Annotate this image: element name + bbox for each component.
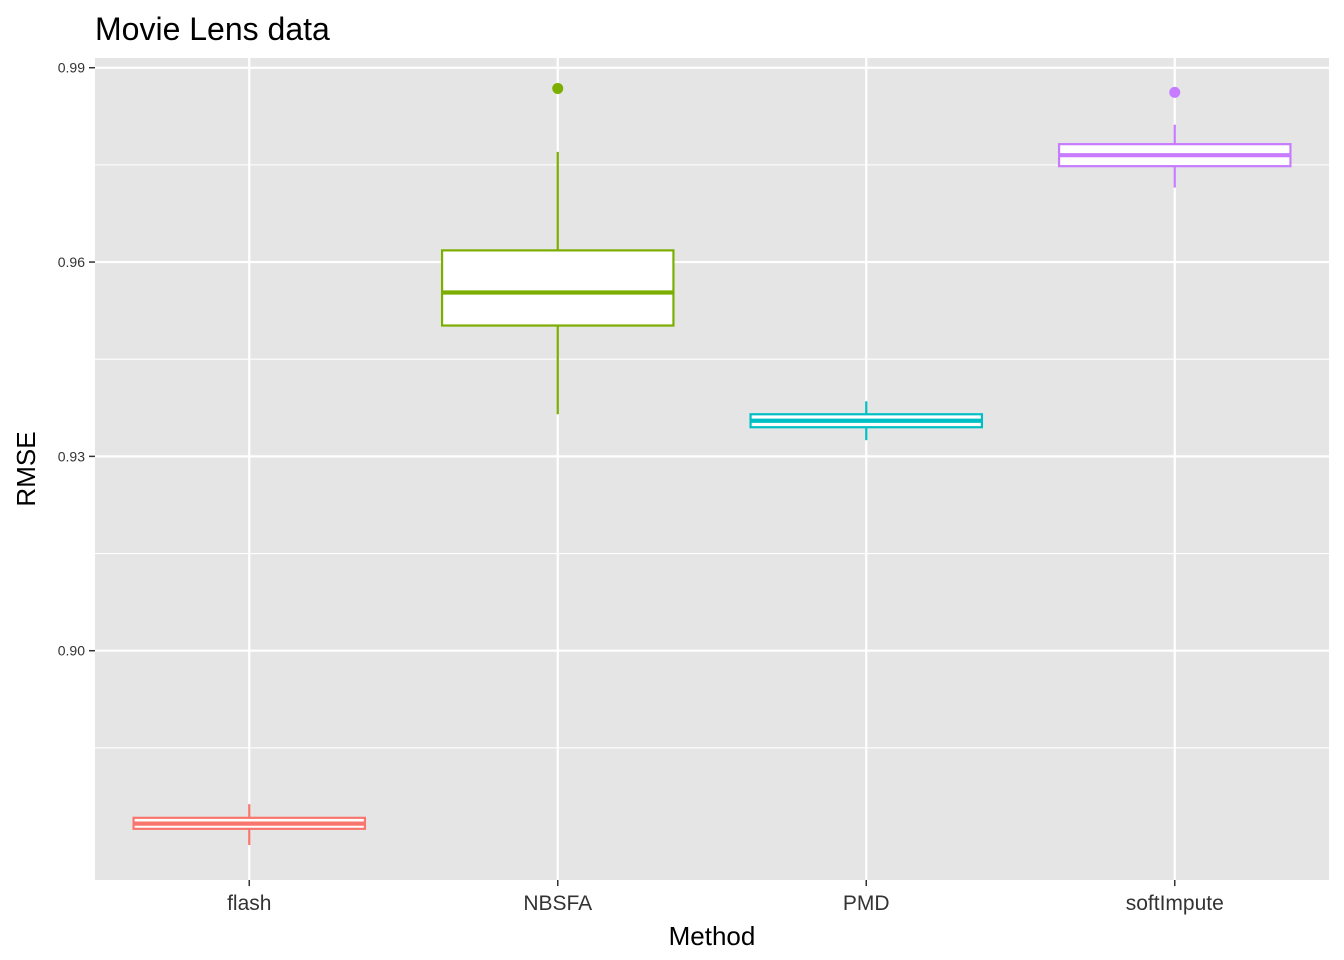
x-tick-label: NBSFA [523,892,592,915]
x-axis-title: Method [669,921,756,951]
iqr-box [440,249,675,327]
chart-title: Movie Lens data [95,11,330,47]
box-flash [132,804,367,846]
x-tick-label: PMD [843,892,890,915]
box-softImpute [1057,86,1292,188]
y-tick-label: 0.99 [58,60,85,76]
y-tick-label: 0.96 [58,254,85,270]
y-axis: 0.90 0.93 0.96 0.99 [58,60,95,659]
y-tick-label: 0.93 [58,448,85,464]
y-tick-label: 0.90 [58,643,85,659]
major-gridlines [95,58,1329,880]
x-axis: flash NBSFA PMD softImpute [227,880,1224,915]
box-PMD [749,401,984,441]
y-axis-title: RMSE [11,431,41,506]
outlier-point [552,82,564,94]
x-tick-label: flash [227,892,271,915]
plot-panel [95,58,1329,880]
minor-gridlines [95,164,1329,749]
x-tick-label: softImpute [1126,892,1224,915]
outlier-point [1169,86,1181,98]
box-NBSFA [440,82,675,415]
boxes [132,82,1292,846]
